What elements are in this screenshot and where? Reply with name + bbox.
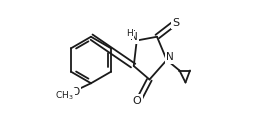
Text: O: O xyxy=(133,95,141,106)
Text: O: O xyxy=(71,87,79,97)
Text: CH$_3$: CH$_3$ xyxy=(55,89,73,101)
Text: H: H xyxy=(126,29,133,38)
Text: H: H xyxy=(128,30,134,39)
Text: S: S xyxy=(173,17,180,28)
Text: N: N xyxy=(166,52,174,62)
Text: N: N xyxy=(130,32,138,43)
